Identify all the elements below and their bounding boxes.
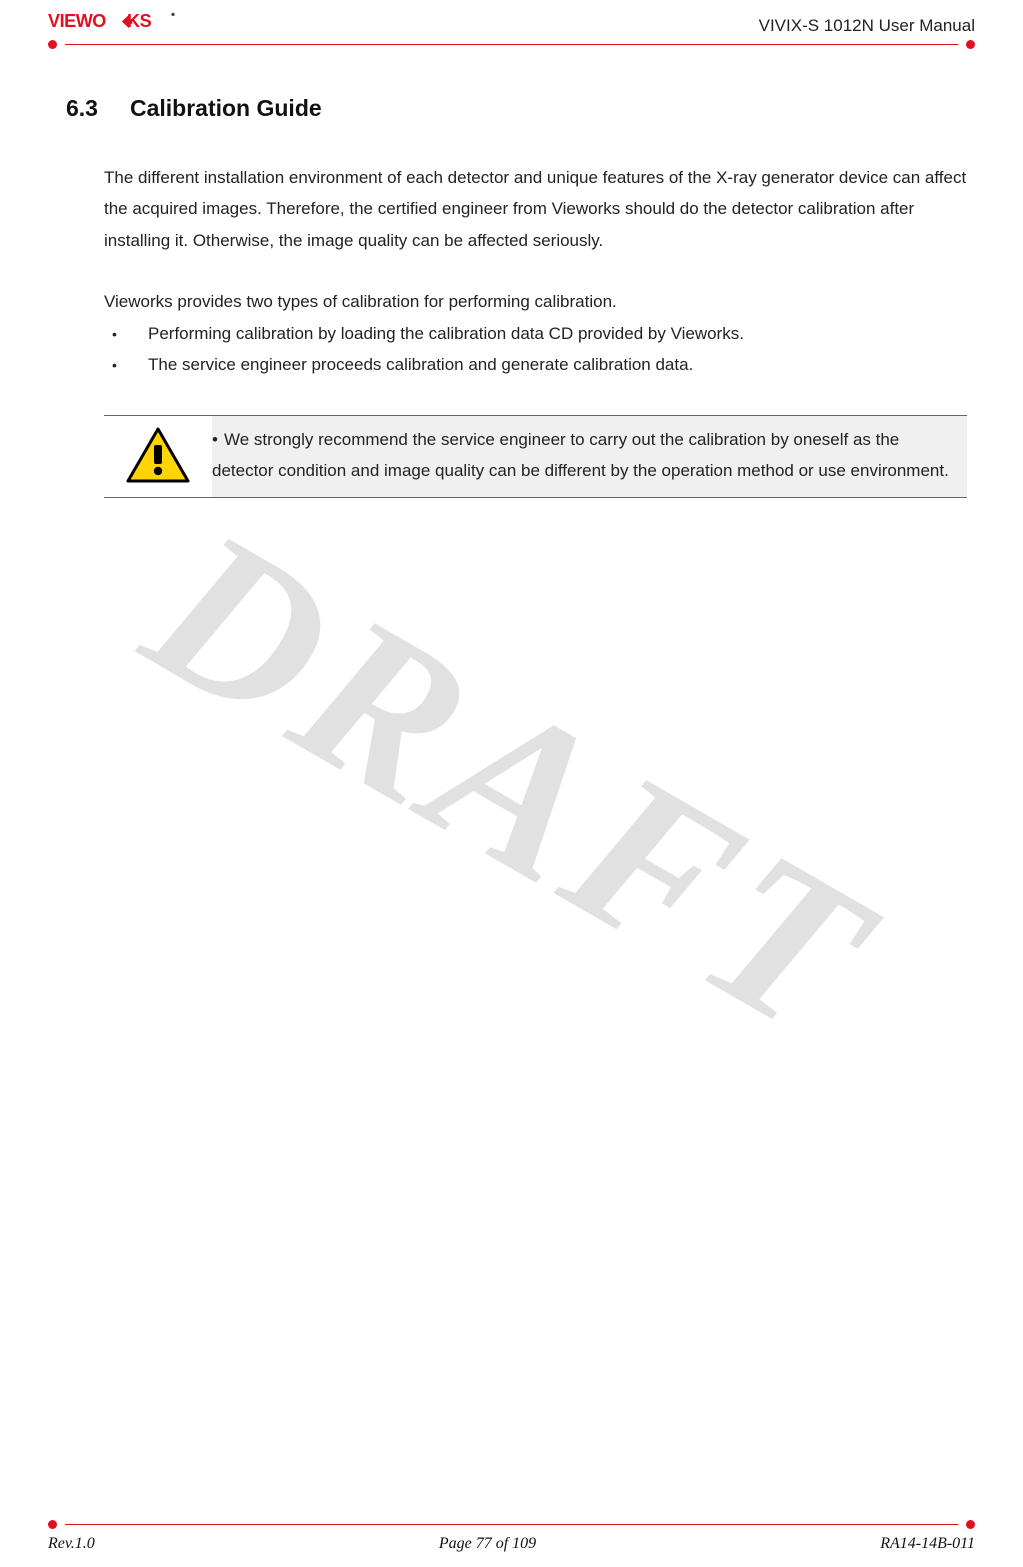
bullet-dot-icon: • — [212, 430, 218, 449]
section-title-text: Calibration Guide — [130, 95, 322, 121]
bullet-list: • Performing calibration by loading the … — [104, 318, 967, 381]
warning-icon — [104, 416, 212, 497]
list-item: • Performing calibration by loading the … — [104, 318, 967, 349]
warning-body: We strongly recommend the service engine… — [212, 430, 949, 480]
svg-text:VIEWO: VIEWO — [48, 12, 106, 31]
footer: Rev.1.0 Page 77 of 109 RA14-14B-011 — [48, 1520, 975, 1553]
list-item: • The service engineer proceeds calibrat… — [104, 349, 967, 380]
rule-dot-left — [48, 1520, 57, 1529]
bullet-dot-icon: • — [104, 318, 148, 348]
paragraph-2: Vieworks provides two types of calibrati… — [104, 286, 967, 317]
paragraph-1: The different installation environment o… — [104, 162, 967, 256]
bullet-text: Performing calibration by loading the ca… — [148, 318, 967, 349]
rule-line — [65, 44, 958, 45]
rule-dot-left — [48, 40, 57, 49]
footer-rev: Rev.1.0 — [48, 1535, 95, 1553]
doc-title: VIVIX-S 1012N User Manual — [759, 16, 975, 36]
warning-callout: •We strongly recommend the service engin… — [104, 415, 967, 498]
bullet-dot-icon: • — [104, 349, 148, 379]
header-rule — [48, 40, 975, 49]
bullet-text: The service engineer proceeds calibratio… — [148, 349, 967, 380]
brand-logo: VIEWO KS — [48, 8, 193, 36]
rule-line — [65, 1524, 958, 1525]
rule-dot-right — [966, 40, 975, 49]
footer-page: Page 77 of 109 — [439, 1535, 536, 1553]
header: VIEWO KS VIVIX-S 1012N User Manual — [48, 0, 975, 36]
footer-code: RA14-14B-011 — [880, 1535, 975, 1553]
body: The different installation environment o… — [104, 162, 967, 498]
section-heading: 6.3 Calibration Guide — [66, 95, 975, 122]
section-number: 6.3 — [66, 95, 98, 122]
page-container: VIEWO KS VIVIX-S 1012N User Manual 6.3 Ca… — [0, 0, 1023, 1567]
rule-dot-right — [966, 1520, 975, 1529]
warning-text: •We strongly recommend the service engin… — [212, 416, 967, 497]
